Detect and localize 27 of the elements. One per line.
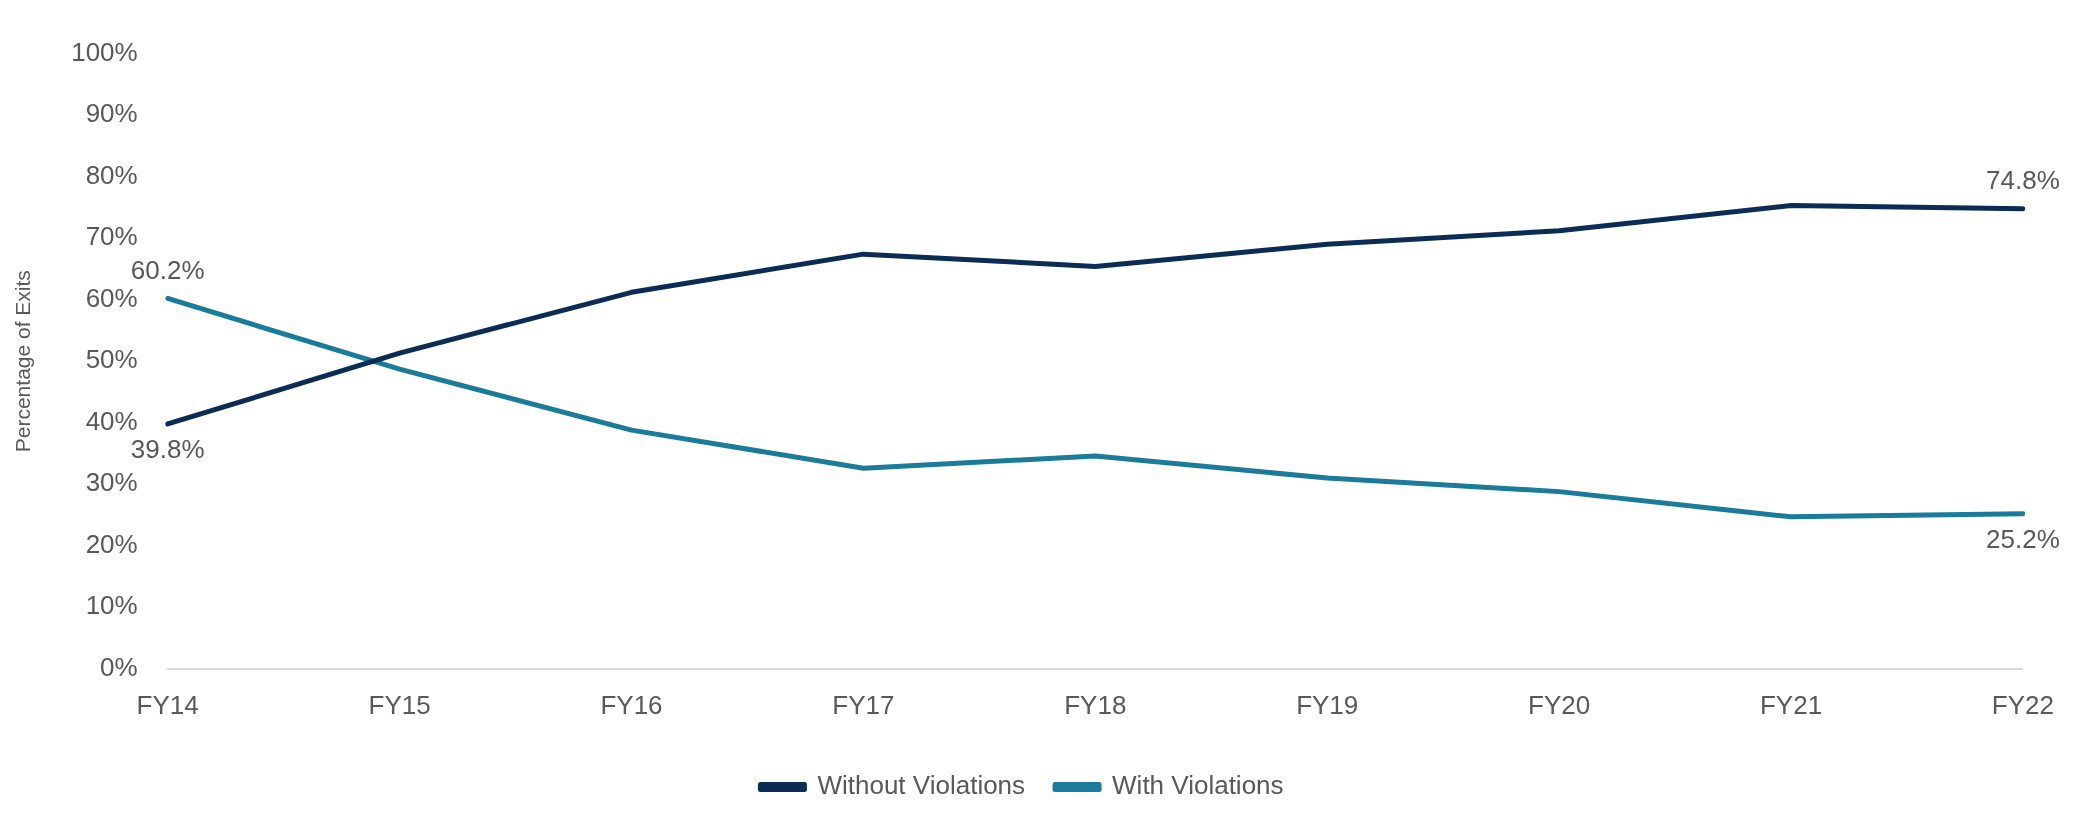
data-label: 60.2%: [130, 254, 205, 285]
x-tick-label: FY14: [136, 689, 199, 720]
x-tick-label: FY20: [1528, 689, 1591, 720]
x-tick-label: FY18: [1064, 689, 1127, 720]
data-label: 39.8%: [130, 434, 205, 465]
data-label: 25.2%: [1986, 523, 2060, 554]
x-tick-label: FY22: [1991, 689, 2055, 720]
data-label: 74.8%: [1986, 164, 2060, 195]
x-tick-label: FY17: [832, 689, 895, 720]
legend-label: Without Violations: [817, 770, 1026, 801]
x-tick-label: FY15: [368, 689, 431, 720]
y-tick-label: 30%: [85, 467, 138, 498]
y-tick-label: 40%: [85, 405, 138, 436]
x-tick-label: FY16: [600, 689, 663, 720]
y-tick-label: 90%: [85, 98, 138, 129]
y-axis-title: Percentage of Exits: [11, 270, 35, 453]
y-tick-label: 20%: [85, 528, 138, 559]
y-tick-label: 10%: [85, 590, 138, 621]
y-tick-label: 60%: [85, 282, 138, 313]
y-tick-label: 80%: [85, 159, 138, 190]
legend-label: With Violations: [1112, 770, 1284, 801]
y-tick-label: 50%: [85, 344, 138, 375]
x-tick-label: FY19: [1296, 689, 1359, 720]
y-tick-label: 70%: [85, 221, 138, 252]
y-tick-label: 100%: [71, 36, 138, 67]
y-tick-label: 0%: [100, 651, 138, 682]
x-tick-label: FY21: [1759, 689, 1823, 720]
